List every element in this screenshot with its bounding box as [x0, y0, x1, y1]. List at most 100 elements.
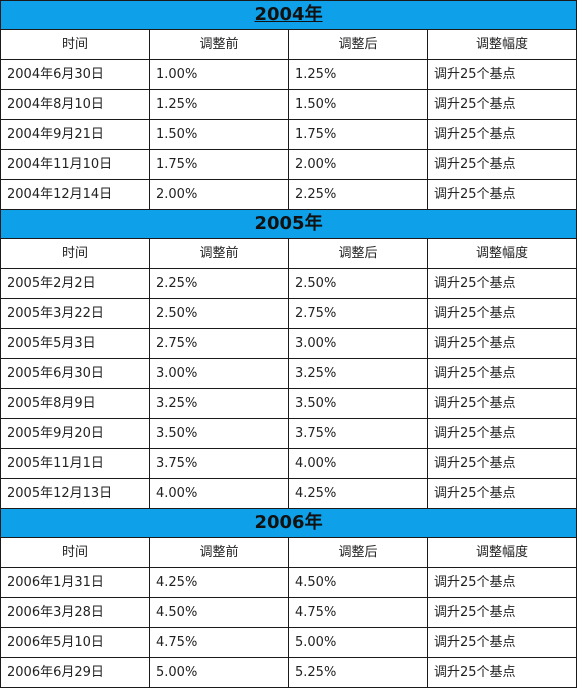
cell-rate-after: 2.75%	[288, 298, 428, 329]
cell-rate-after: 2.00%	[288, 149, 428, 180]
year-band: 2005年	[0, 209, 577, 239]
table-row: 2005年6月30日 3.00% 3.25% 调升25个基点	[0, 358, 577, 389]
table-row: 2005年9月20日 3.50% 3.75% 调升25个基点	[0, 418, 577, 449]
cell-rate-before: 3.00%	[149, 358, 289, 389]
cell-date: 2005年6月30日	[0, 358, 150, 389]
cell-date: 2006年5月10日	[0, 627, 150, 658]
header-date: 时间	[0, 29, 150, 60]
cell-rate-before: 1.50%	[149, 119, 289, 150]
cell-rate-after: 2.25%	[288, 179, 428, 210]
table-row: 2006年3月28日 4.50% 4.75% 调升25个基点	[0, 597, 577, 628]
header-change: 调整幅度	[426, 29, 577, 60]
year-band-row: 2004年	[0, 0, 577, 30]
cell-change: 调升25个基点	[426, 149, 577, 180]
cell-change: 调升25个基点	[426, 298, 577, 329]
cell-rate-before: 5.00%	[149, 657, 289, 688]
year-band: 2004年	[0, 0, 577, 30]
cell-rate-before: 1.25%	[149, 89, 289, 120]
cell-change: 调升25个基点	[426, 567, 577, 598]
cell-date: 2004年8月10日	[0, 89, 150, 120]
cell-change: 调升25个基点	[426, 358, 577, 389]
cell-rate-before: 2.50%	[149, 298, 289, 329]
cell-date: 2004年12月14日	[0, 179, 150, 210]
cell-change: 调升25个基点	[426, 448, 577, 479]
cell-date: 2006年6月29日	[0, 657, 150, 688]
column-header-row: 时间 调整前 调整后 调整幅度	[0, 537, 577, 568]
cell-rate-before: 3.75%	[149, 448, 289, 479]
table-row: 2005年11月1日 3.75% 4.00% 调升25个基点	[0, 448, 577, 479]
cell-change: 调升25个基点	[426, 179, 577, 210]
table-row: 2004年11月10日 1.75% 2.00% 调升25个基点	[0, 149, 577, 180]
cell-date: 2005年8月9日	[0, 388, 150, 419]
cell-change: 调升25个基点	[426, 388, 577, 419]
year-band: 2006年	[0, 508, 577, 538]
table-row: 2006年5月10日 4.75% 5.00% 调升25个基点	[0, 627, 577, 658]
cell-rate-before: 3.50%	[149, 418, 289, 449]
cell-change: 调升25个基点	[426, 328, 577, 359]
cell-date: 2006年3月28日	[0, 597, 150, 628]
year-label: 2004年	[254, 4, 323, 25]
cell-rate-before: 4.25%	[149, 567, 289, 598]
header-change: 调整幅度	[426, 238, 577, 269]
cell-rate-before: 2.00%	[149, 179, 289, 210]
header-date: 时间	[0, 238, 150, 269]
header-date: 时间	[0, 537, 150, 568]
table-row: 2005年5月3日 2.75% 3.00% 调升25个基点	[0, 328, 577, 359]
header-before: 调整前	[149, 29, 289, 60]
cell-date: 2005年9月20日	[0, 418, 150, 449]
cell-rate-before: 2.75%	[149, 328, 289, 359]
cell-change: 调升25个基点	[426, 89, 577, 120]
table-row: 2005年12月13日 4.00% 4.25% 调升25个基点	[0, 478, 577, 509]
table-row: 2004年8月10日 1.25% 1.50% 调升25个基点	[0, 89, 577, 120]
header-after: 调整后	[288, 238, 428, 269]
year-band-row: 2005年	[0, 209, 577, 239]
cell-date: 2005年11月1日	[0, 448, 150, 479]
table-row: 2004年12月14日 2.00% 2.25% 调升25个基点	[0, 179, 577, 210]
cell-date: 2005年5月3日	[0, 328, 150, 359]
cell-change: 调升25个基点	[426, 478, 577, 509]
year-label: 2005年	[254, 213, 323, 234]
cell-rate-before: 4.75%	[149, 627, 289, 658]
cell-rate-after: 3.00%	[288, 328, 428, 359]
cell-change: 调升25个基点	[426, 418, 577, 449]
year-label: 2006年	[254, 512, 323, 533]
header-before: 调整前	[149, 238, 289, 269]
cell-change: 调升25个基点	[426, 627, 577, 658]
cell-rate-before: 3.25%	[149, 388, 289, 419]
cell-change: 调升25个基点	[426, 597, 577, 628]
cell-rate-after: 3.25%	[288, 358, 428, 389]
column-header-row: 时间 调整前 调整后 调整幅度	[0, 238, 577, 269]
cell-rate-after: 5.00%	[288, 627, 428, 658]
cell-rate-before: 1.00%	[149, 59, 289, 90]
header-after: 调整后	[288, 537, 428, 568]
header-after: 调整后	[288, 29, 428, 60]
cell-rate-after: 4.50%	[288, 567, 428, 598]
cell-rate-after: 5.25%	[288, 657, 428, 688]
year-band-row: 2006年	[0, 508, 577, 538]
cell-rate-before: 4.50%	[149, 597, 289, 628]
cell-change: 调升25个基点	[426, 59, 577, 90]
cell-date: 2006年1月31日	[0, 567, 150, 598]
table-row: 2004年9月21日 1.50% 1.75% 调升25个基点	[0, 119, 577, 150]
cell-rate-before: 2.25%	[149, 268, 289, 299]
cell-rate-after: 2.50%	[288, 268, 428, 299]
column-header-row: 时间 调整前 调整后 调整幅度	[0, 29, 577, 60]
cell-date: 2005年12月13日	[0, 478, 150, 509]
table-row: 2005年8月9日 3.25% 3.50% 调升25个基点	[0, 388, 577, 419]
cell-date: 2004年6月30日	[0, 59, 150, 90]
cell-rate-after: 1.50%	[288, 89, 428, 120]
header-before: 调整前	[149, 537, 289, 568]
cell-date: 2005年2月2日	[0, 268, 150, 299]
cell-rate-before: 1.75%	[149, 149, 289, 180]
table-row: 2005年2月2日 2.25% 2.50% 调升25个基点	[0, 268, 577, 299]
table-row: 2006年1月31日 4.25% 4.50% 调升25个基点	[0, 567, 577, 598]
cell-change: 调升25个基点	[426, 268, 577, 299]
cell-rate-after: 1.25%	[288, 59, 428, 90]
table-row: 2004年6月30日 1.00% 1.25% 调升25个基点	[0, 59, 577, 90]
cell-rate-after: 3.75%	[288, 418, 428, 449]
cell-date: 2005年3月22日	[0, 298, 150, 329]
table-row: 2005年3月22日 2.50% 2.75% 调升25个基点	[0, 298, 577, 329]
